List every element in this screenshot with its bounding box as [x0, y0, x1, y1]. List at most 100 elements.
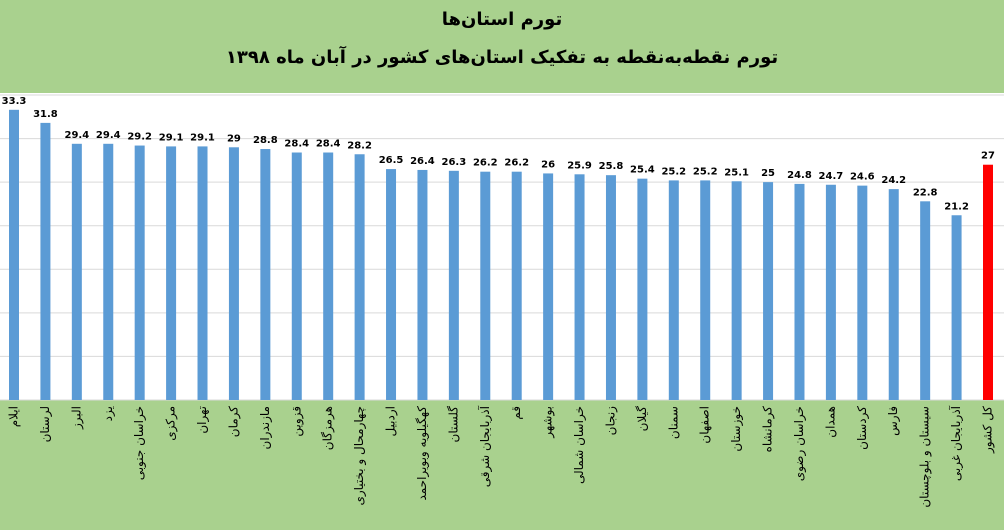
value-label: 25.9: [567, 160, 592, 171]
x-tick-label: چهارمحال و بختیاری: [352, 406, 367, 506]
x-tick-label: اردبیل: [384, 406, 399, 437]
x-tick-label: ایلام: [7, 406, 21, 427]
x-tick-label: فارس: [886, 406, 901, 436]
bar: [40, 122, 51, 400]
value-label: 24.7: [819, 171, 844, 182]
x-tick-label: کرمان: [226, 406, 241, 438]
value-label: 29.4: [96, 130, 121, 141]
bar: [543, 173, 554, 400]
bar: [825, 184, 836, 400]
x-tick-label: خوزستان: [729, 406, 744, 452]
value-label: 29.1: [159, 132, 184, 143]
x-tick-label: آذربایجان شرقی: [477, 405, 493, 487]
x-tick-label: قم: [509, 406, 523, 420]
value-label: 26.2: [504, 158, 529, 169]
x-tick-label: سیستان و بلوچستان: [918, 406, 933, 508]
value-label: 25: [761, 168, 775, 179]
bar: [71, 143, 82, 401]
value-label: 24.8: [787, 170, 812, 181]
value-label: 26.3: [442, 157, 467, 168]
x-tick-label: قزوین: [289, 406, 304, 437]
x-tick-label: کردستان: [855, 406, 870, 450]
value-label: 26.2: [473, 158, 498, 169]
x-tick-label: البرز: [69, 406, 84, 430]
value-label: 26: [541, 159, 555, 170]
value-label: 29.2: [127, 132, 152, 143]
bar: [951, 215, 962, 400]
value-label: 25.1: [724, 167, 749, 178]
x-tick-label: لرستان: [38, 406, 53, 442]
value-label: 28.4: [316, 139, 341, 150]
bar: [166, 146, 177, 400]
bar: [323, 152, 334, 400]
value-label: 25.8: [599, 161, 624, 172]
x-tick-label: اصفهان: [698, 406, 712, 444]
bar: [763, 182, 774, 400]
bar: [354, 154, 365, 400]
x-tick-label: هرمزگان: [321, 406, 336, 450]
bar: [197, 146, 208, 400]
x-tick-label: کل کشور: [981, 406, 996, 454]
bar: [794, 183, 805, 400]
x-tick-label: گلستان: [446, 406, 460, 443]
value-label: 26.5: [379, 155, 404, 166]
bar: [983, 164, 993, 400]
value-label: 22.8: [913, 187, 938, 198]
value-label: 25.4: [630, 165, 655, 176]
bar: [857, 185, 868, 400]
bar: [637, 178, 648, 400]
x-tick-label: بوشهر: [541, 406, 556, 439]
value-label: 28.8: [253, 135, 278, 146]
bar: [417, 169, 428, 400]
bar: [731, 181, 742, 400]
bar: [134, 145, 145, 400]
bar: [9, 109, 19, 401]
value-label: 27: [981, 151, 995, 162]
x-tick-label: همدان: [823, 406, 837, 438]
value-label: 24.2: [881, 175, 906, 186]
value-label: 29.1: [190, 132, 215, 143]
value-label: 33.3: [2, 96, 27, 107]
bar: [480, 171, 491, 400]
bar: [260, 149, 271, 400]
value-label: 28.4: [284, 139, 309, 150]
x-tick-label: خراسان جنوبی: [132, 406, 147, 480]
value-label: 25.2: [661, 166, 686, 177]
bar: [920, 201, 931, 400]
value-label: 24.6: [850, 172, 875, 183]
bar: [103, 143, 114, 401]
x-tick-label: خراسان رضوی: [792, 406, 807, 481]
value-label: 29.4: [64, 130, 89, 141]
value-label: 29: [227, 133, 241, 144]
x-tick-label: یزد: [101, 406, 116, 421]
bar: [668, 180, 679, 400]
value-label: 26.4: [410, 156, 435, 167]
x-tick-label: کهگیلویه وبویراحمد: [415, 406, 430, 501]
x-tick-label: زنجان: [603, 406, 618, 436]
value-label: 25.2: [693, 166, 718, 177]
bar: [228, 147, 239, 400]
chart-subtitle: تورم نقطه‌به‌نقطه به تفکیک استان‌های کشو…: [226, 45, 778, 68]
bar: [448, 170, 459, 400]
value-label: 31.8: [33, 109, 58, 120]
x-tick-label: تهران: [195, 406, 210, 434]
bar: [511, 171, 522, 400]
x-tick-label: مازندران: [258, 406, 273, 449]
x-tick-label: گیلان: [635, 406, 649, 432]
value-label: 28.2: [347, 140, 372, 151]
bar: [386, 169, 397, 400]
bar: [574, 174, 585, 400]
x-tick-label: آذربایجان غربی: [948, 405, 964, 481]
bar: [605, 175, 616, 400]
bar: [291, 152, 302, 400]
x-tick-label: مرکزی: [164, 406, 179, 441]
x-tick-label: کرمانشاه: [761, 406, 776, 453]
chart-title: تورم استان‌ها: [442, 9, 562, 30]
bar: [888, 189, 899, 400]
value-label: 21.2: [944, 201, 969, 212]
bar: [700, 180, 711, 400]
x-tick-label: خراسان شمالی: [572, 406, 587, 484]
x-tick-label: سمنان: [666, 406, 680, 439]
